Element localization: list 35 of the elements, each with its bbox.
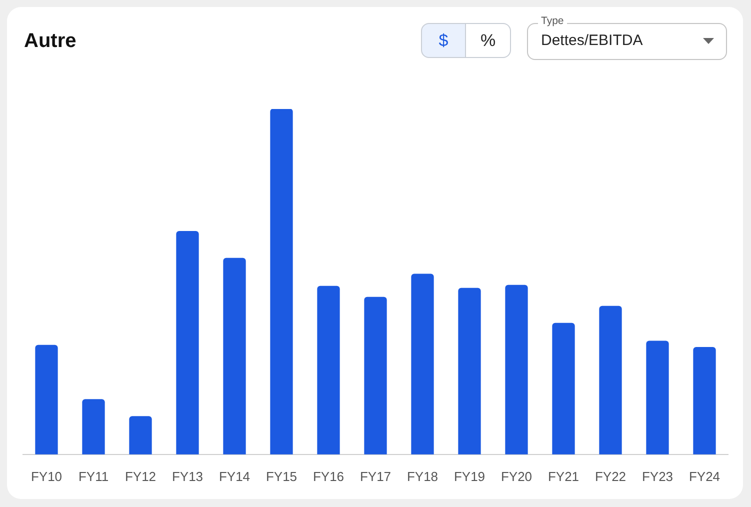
- x-tick-label: FY11: [78, 468, 109, 484]
- x-tick-label: FY21: [548, 468, 580, 484]
- x-tick-label: FY23: [642, 468, 674, 484]
- bar: [129, 416, 152, 454]
- x-tick-label: FY10: [30, 468, 62, 484]
- x-tick-label: FY19: [454, 468, 486, 484]
- bar: [646, 340, 669, 454]
- bar: [505, 284, 528, 454]
- x-tick-label: FY15: [266, 468, 298, 484]
- percent-button: %: [466, 23, 511, 58]
- x-tick-label: FY16: [312, 468, 344, 484]
- bar: [364, 296, 387, 454]
- bar: [270, 109, 293, 454]
- text: Type: [538, 15, 567, 28]
- chart-title: Autre: [24, 29, 76, 53]
- bar: [552, 322, 575, 454]
- bar: [458, 288, 481, 454]
- text: Dettes/EBITDA: [541, 32, 643, 50]
- dollar-button: $: [421, 23, 466, 58]
- bar: [176, 230, 199, 454]
- x-tick-label: FY13: [172, 468, 204, 484]
- bar: [223, 258, 246, 454]
- bar: [82, 399, 105, 454]
- bar: [317, 286, 340, 454]
- x-tick-label: FY14: [218, 468, 250, 484]
- bar: [35, 344, 58, 454]
- x-tick-label: FY17: [360, 468, 392, 484]
- x-tick-label: FY18: [406, 468, 438, 484]
- x-tick-label: FY20: [500, 468, 532, 484]
- x-tick-label: FY24: [688, 468, 720, 484]
- bar: [411, 274, 434, 454]
- x-tick-label: FY12: [124, 468, 156, 484]
- x-tick-label: FY22: [594, 468, 626, 484]
- bar: [693, 346, 716, 454]
- bar: [599, 306, 622, 454]
